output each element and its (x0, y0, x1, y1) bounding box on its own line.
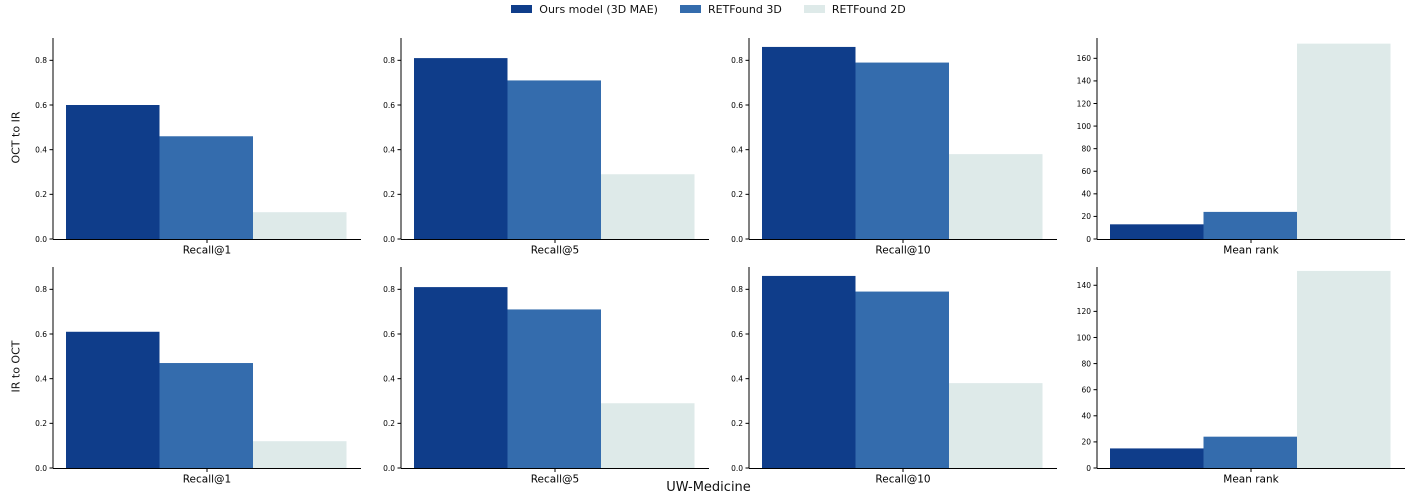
panel-8-y-tick-label-2: 40 (1081, 412, 1091, 421)
legend-label-ours: Ours model (3D MAE) (539, 2, 658, 16)
panel-4-bar-2 (1203, 211, 1297, 239)
panel-8-bar-3 (1297, 270, 1391, 468)
panel-6-y-tick-label-4: 0.8 (383, 285, 395, 294)
panel-4-bar-1 (1110, 224, 1204, 239)
panel-5-x-label: Recall@1 (183, 474, 232, 486)
panel-4-y-tick-label-6: 120 (1077, 99, 1092, 108)
panel-6-y-tick-label-0: 0.0 (383, 464, 395, 473)
panel-1-y-tick-label-4: 0.8 (35, 56, 47, 65)
panel-5-bar-3 (253, 441, 347, 468)
legend-label-retfound-3d: RETFound 3D (707, 2, 782, 16)
panel-3-y-tick-label-0: 0.0 (731, 235, 743, 244)
panel-8-y-tick-label-0: 0 (1086, 464, 1091, 473)
panel-4-y-tick-label-0: 0 (1086, 235, 1091, 244)
panel-3-x-label: Recall@10 (875, 245, 930, 257)
panel-7-y-tick-label-2: 0.4 (731, 374, 743, 383)
panel-1-y-tick-label-0: 0.0 (35, 235, 47, 244)
panel-4-y-tick-label-3: 60 (1081, 167, 1091, 176)
panel-1-bar-3 (253, 212, 347, 239)
panel-3-bar-2 (855, 62, 949, 239)
panel-1-x-label: Recall@1 (183, 245, 232, 257)
panel-2-y-tick-label-2: 0.4 (383, 145, 395, 154)
panel-3-y-tick-label-1: 0.2 (731, 190, 743, 199)
panel-8-y-tick-label-5: 100 (1077, 333, 1092, 342)
legend-item-retfound-3d: RETFound 3D (679, 2, 782, 16)
panel-6-bar-2 (507, 309, 601, 468)
panel-6-bar-1 (414, 287, 508, 468)
panel-3-y-tick-label-3: 0.6 (731, 101, 743, 110)
panel-4-bar-3 (1297, 43, 1391, 239)
panel-4-y-tick-label-4: 80 (1081, 144, 1091, 153)
panel-2-y-tick-label-4: 0.8 (383, 56, 395, 65)
panel-8-x-label: Mean rank (1223, 474, 1279, 486)
legend-item-retfound-2d: RETFound 2D (803, 2, 906, 16)
panel-1-y-tick-label-2: 0.4 (35, 145, 47, 154)
panel-7-bar-2 (855, 291, 949, 468)
panel-5-y-tick-label-2: 0.4 (35, 374, 47, 383)
panel-8-y-tick-label-6: 120 (1077, 307, 1092, 316)
legend-swatch-retfound-3d (679, 5, 701, 13)
panel-6-y-tick-label-2: 0.4 (383, 374, 395, 383)
panel-8-bar-1 (1110, 448, 1204, 468)
panel-7-y-tick-label-1: 0.2 (731, 419, 743, 428)
panel-1-y-tick-label-1: 0.2 (35, 190, 47, 199)
panel-4-y-tick-label-2: 40 (1081, 190, 1091, 199)
panel-4-x-label: Mean rank (1223, 245, 1279, 257)
panel-7-y-tick-label-3: 0.6 (731, 330, 743, 339)
panel-4-y-tick-label-1: 20 (1081, 212, 1091, 221)
panel-1-bar-1 (66, 105, 160, 239)
panel-2-bar-3 (601, 174, 695, 239)
panel-8-y-tick-label-1: 20 (1081, 438, 1091, 447)
panel-4-y-tick-label-5: 100 (1077, 122, 1092, 131)
panel-5-y-tick-label-3: 0.6 (35, 330, 47, 339)
legend-swatch-ours (511, 5, 533, 13)
panel-1-y-tick-label-3: 0.6 (35, 101, 47, 110)
panel-3-y-tick-label-2: 0.4 (731, 145, 743, 154)
panel-2-x-label: Recall@5 (531, 245, 580, 257)
panel-8-bar-2 (1203, 436, 1297, 468)
panel-2-bar-1 (414, 58, 508, 239)
panel-2-y-tick-label-3: 0.6 (383, 101, 395, 110)
panel-3-bar-3 (949, 154, 1043, 239)
panel-2-y-tick-label-0: 0.0 (383, 235, 395, 244)
panel-5-y-tick-label-4: 0.8 (35, 285, 47, 294)
panel-1-bar-2 (159, 136, 253, 239)
panel-6-y-tick-label-1: 0.2 (383, 419, 395, 428)
panel-8-y-tick-label-3: 60 (1081, 385, 1091, 394)
panel-5-bar-1 (66, 331, 160, 468)
legend: Ours model (3D MAE) RETFound 3D RETFound… (0, 2, 1417, 16)
panel-7-y-tick-label-0: 0.0 (731, 464, 743, 473)
panel-5-bar-2 (159, 363, 253, 468)
panel-2-bar-2 (507, 80, 601, 239)
panel-6-bar-3 (601, 403, 695, 468)
legend-swatch-retfound-2d (803, 5, 825, 13)
panel-5-y-tick-label-1: 0.2 (35, 419, 47, 428)
panel-2-y-tick-label-1: 0.2 (383, 190, 395, 199)
legend-label-retfound-2d: RETFound 2D (831, 2, 906, 16)
panel-7-bar-3 (949, 383, 1043, 468)
panel-7-bar-1 (762, 275, 856, 468)
panel-7-y-tick-label-4: 0.8 (731, 285, 743, 294)
panel-4-y-tick-label-7: 140 (1077, 77, 1092, 86)
panel-3-bar-1 (762, 46, 856, 239)
panel-4-y-tick-label-8: 160 (1077, 54, 1092, 63)
panel-8-y-tick-label-4: 80 (1081, 359, 1091, 368)
panel-3-y-tick-label-4: 0.8 (731, 56, 743, 65)
panel-6-x-label: Recall@5 (531, 474, 580, 486)
panel-5-y-tick-label-0: 0.0 (35, 464, 47, 473)
panel-6-y-tick-label-3: 0.6 (383, 330, 395, 339)
legend-item-ours: Ours model (3D MAE) (511, 3, 658, 16)
panel-8-y-tick-label-7: 140 (1077, 281, 1092, 290)
panel-7-x-label: Recall@10 (875, 474, 930, 486)
figure-title: UW-Medicine (666, 480, 751, 495)
